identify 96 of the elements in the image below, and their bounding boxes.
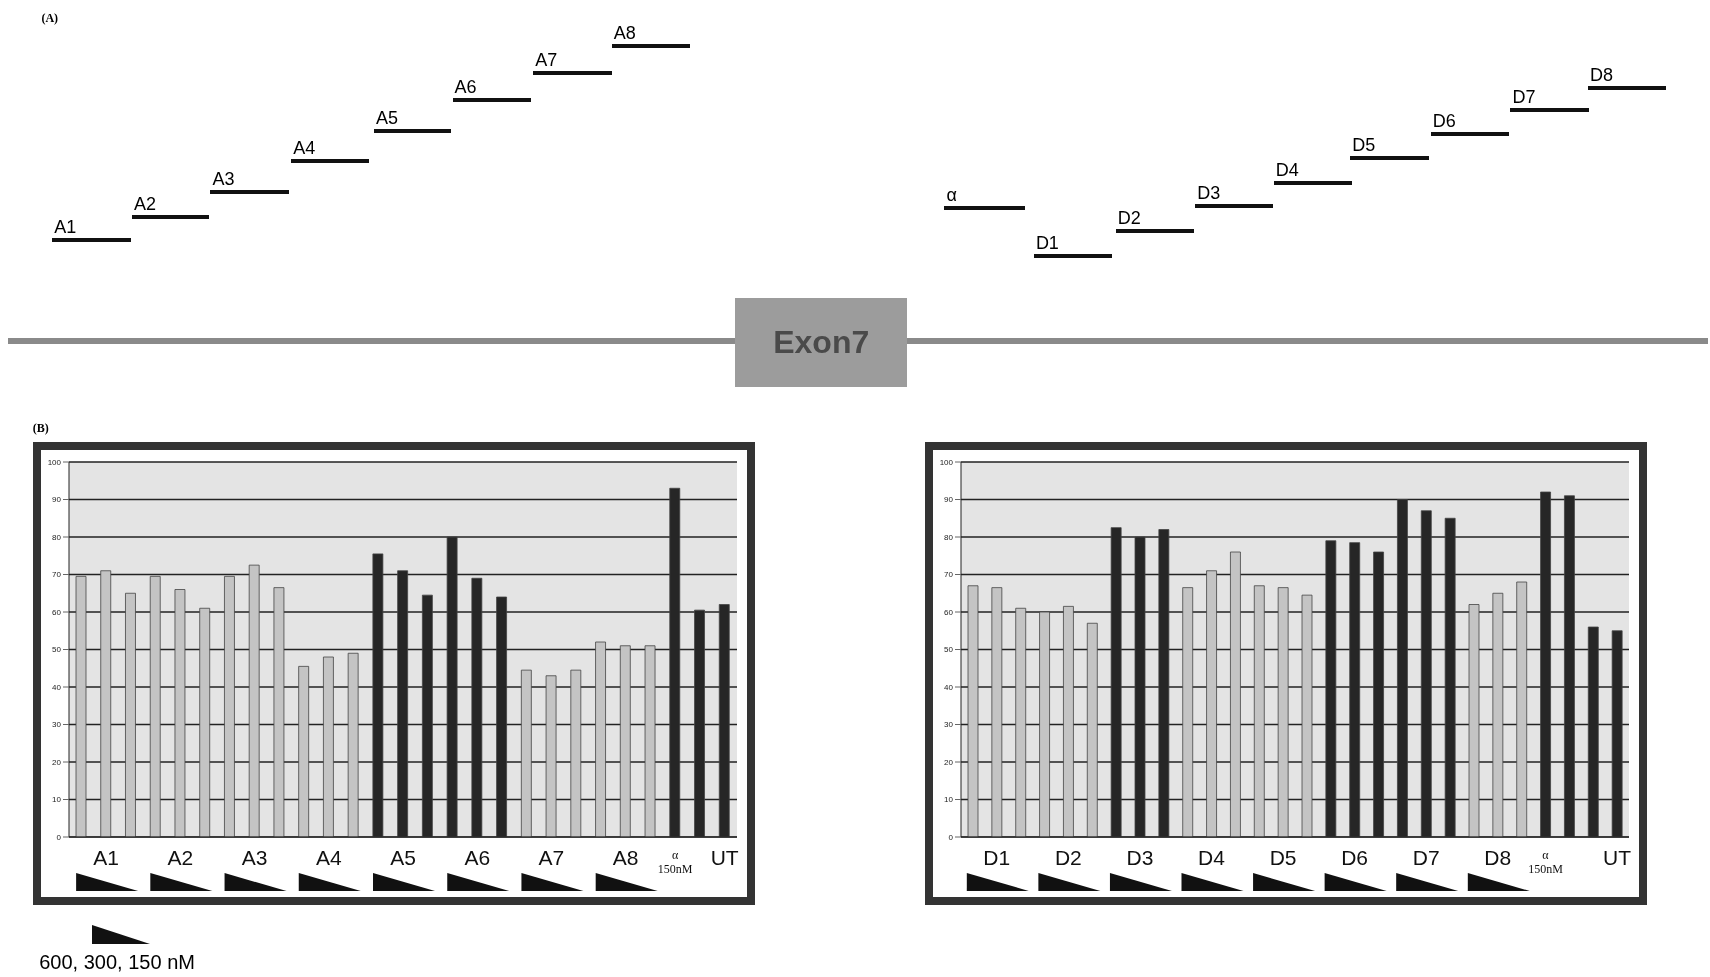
x-tick-label: UT [710,845,739,869]
bar [1086,622,1098,837]
bar [1229,551,1241,837]
text: D3 [1197,183,1221,204]
chart-title: (B) [32,420,49,436]
bar [199,607,210,837]
y-tick-label: 90 [943,495,954,505]
bar [1206,570,1217,837]
bar [1039,611,1050,837]
x-tick-label: D5 [1269,845,1297,869]
y-tick-label: 40 [51,682,62,692]
bar [1253,585,1265,837]
y-tick-label: 70 [943,570,954,580]
y-tick-label: 20 [51,757,62,767]
x-tick-label: α 150nM [1527,847,1563,876]
x-tick-label: D6 [1341,845,1368,869]
text: A4 [293,138,316,159]
x-tick-label: D1 [983,845,1011,869]
bar [1182,586,1193,837]
text: A2 [133,193,156,214]
y-tick-label: 30 [943,720,954,730]
x-tick-label: A7 [538,845,564,869]
x-tick-label: A1 [92,845,119,869]
y-tick-label: 70 [51,570,62,580]
bar [1277,586,1289,837]
bar [248,564,260,837]
text: A5 [376,107,399,128]
bar [223,575,235,837]
bar [967,585,979,837]
text: D2 [1117,208,1141,229]
text: A3 [212,168,235,189]
y-tick-label: 40 [943,682,954,692]
text: α [946,185,957,206]
text: A7 [535,49,558,70]
bar [273,586,285,837]
bar [570,669,581,837]
bar [149,575,161,837]
bar [100,570,111,837]
bar [347,652,359,837]
x-tick-label: A5 [389,845,416,869]
x-tick-label: α 150nM [657,847,693,876]
bar [1301,594,1313,837]
x-tick-label: A6 [464,845,490,869]
text: A6 [454,77,477,98]
x-tick-label: UT [1602,845,1632,869]
bar [297,665,309,837]
text: D4 [1275,160,1299,181]
text: 600, 300, 150 nM [39,951,195,974]
text: A8 [613,22,636,43]
y-tick-label: 10 [51,795,62,805]
y-tick-label: 100 [47,457,62,467]
text: D6 [1432,111,1456,132]
x-tick-label: A8 [612,845,639,869]
y-tick-label: 80 [943,532,954,542]
bar [174,588,186,837]
y-tick-label: 0 [56,832,62,842]
x-tick-label: D4 [1197,845,1226,869]
bar [124,592,136,837]
bar [75,575,87,837]
y-tick-label: 60 [51,607,62,617]
x-tick-label: A3 [241,845,268,869]
bar [322,656,334,837]
x-tick-label: A2 [167,845,193,869]
x-tick-label: D3 [1126,845,1154,869]
text: D7 [1512,87,1536,108]
text: D5 [1352,135,1376,156]
x-tick-label: D8 [1484,845,1512,869]
text: D8 [1589,65,1613,86]
bar [619,645,631,837]
y-tick-label: 0 [948,832,954,842]
x-tick-label: D2 [1054,845,1082,869]
bar [1015,607,1026,837]
bar [1062,605,1074,837]
bar [1492,592,1504,837]
y-tick-label: 80 [51,532,62,542]
y-tick-label: 10 [943,795,954,805]
text: D1 [1035,233,1059,254]
y-tick-label: 30 [51,720,62,730]
exon-box: Exon7 [735,297,908,388]
y-tick-label: 20 [943,757,954,767]
text: A1 [54,216,77,237]
y-tick-label: 60 [943,607,954,617]
bar [991,586,1003,837]
y-tick-label: 90 [51,495,62,505]
bar [1516,581,1527,837]
bar [1468,603,1480,837]
bar [594,641,606,837]
bar [644,645,656,837]
y-tick-label: 50 [51,645,62,655]
x-tick-label: D7 [1412,845,1440,869]
text: (A) [41,10,59,26]
bar [545,675,557,837]
y-tick-label: 100 [939,457,954,467]
bar [520,669,532,837]
x-tick-label: A4 [315,845,342,869]
y-tick-label: 50 [943,645,954,655]
